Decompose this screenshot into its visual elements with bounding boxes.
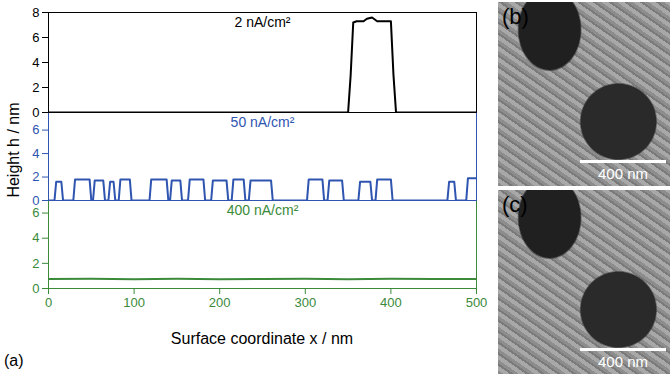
svg-text:0: 0 xyxy=(45,295,52,310)
html-text:(a): (a) xyxy=(4,352,24,369)
svg-text:200: 200 xyxy=(209,295,231,310)
svg-text:6: 6 xyxy=(32,30,39,45)
svg-text:4: 4 xyxy=(32,230,39,245)
svg-text:0: 0 xyxy=(32,105,39,120)
svg-text:300: 300 xyxy=(294,295,316,310)
html-text:(c): (c) xyxy=(502,192,528,217)
svg-text:4: 4 xyxy=(32,146,39,161)
svg-text:4: 4 xyxy=(32,55,39,70)
html-text:400 nm: 400 nm xyxy=(598,353,648,370)
svg-text:6: 6 xyxy=(32,205,39,220)
svg-text:2: 2 xyxy=(32,169,39,184)
svg-text:0: 0 xyxy=(32,281,39,296)
html-text:Height h / nm: Height h / nm xyxy=(5,102,22,198)
svg-text:2: 2 xyxy=(32,256,39,271)
svg-text:2: 2 xyxy=(32,80,39,95)
svg-text:500: 500 xyxy=(466,295,488,310)
svg-text:50 nA/cm²: 50 nA/cm² xyxy=(231,114,295,130)
svg-text:400: 400 xyxy=(380,295,402,310)
svg-text:6: 6 xyxy=(32,122,39,137)
html-text:400 nm: 400 nm xyxy=(598,165,648,182)
svg-text:400 nA/cm²: 400 nA/cm² xyxy=(227,202,299,218)
svg-text:100: 100 xyxy=(123,295,145,310)
html-text:(b): (b) xyxy=(502,4,529,29)
html-text:Surface coordinate x / nm: Surface coordinate x / nm xyxy=(170,330,354,347)
svg-text:0: 0 xyxy=(32,193,39,208)
svg-text:2 nA/cm²: 2 nA/cm² xyxy=(234,14,290,30)
svg-text:8: 8 xyxy=(32,5,39,20)
